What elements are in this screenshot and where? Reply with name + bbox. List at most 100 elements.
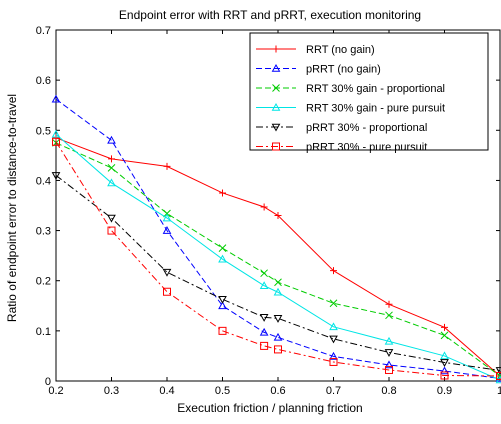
data-point <box>107 178 116 187</box>
data-point <box>273 332 283 341</box>
legend-label: RRT 30% gain - pure pursuit <box>306 103 445 115</box>
data-point <box>330 267 337 275</box>
series-4 <box>51 129 501 384</box>
data-point <box>260 269 268 278</box>
data-point <box>219 189 226 197</box>
series-5 <box>51 172 501 375</box>
data-point <box>260 341 269 350</box>
data-point <box>385 311 393 320</box>
legend-marker <box>271 102 281 111</box>
y-tick-label: 0 <box>45 376 51 388</box>
data-point <box>107 164 116 172</box>
y-axis-label: Ratio of endpoint error to distance-to-t… <box>5 94 19 322</box>
legend: RRT (no gain) pRRT (no gain) RRT 30% gain … <box>249 32 489 154</box>
legend-label: RRT 30% gain - proportional <box>306 83 445 95</box>
data-point <box>218 326 227 335</box>
legend-item: pRRT 30% - proportional <box>256 122 427 134</box>
legend-marker <box>272 142 280 151</box>
series-line <box>55 142 501 377</box>
data-point <box>440 371 449 380</box>
legend-label: pRRT (no gain) <box>306 64 381 76</box>
data-point <box>218 244 227 252</box>
legend-marker <box>272 84 280 92</box>
data-point <box>329 357 338 366</box>
data-point <box>162 213 172 222</box>
data-point <box>218 254 227 263</box>
series-line <box>55 98 501 379</box>
data-point <box>51 172 61 180</box>
data-point <box>52 137 60 146</box>
x-tick-label: 0.7 <box>326 385 341 397</box>
data-point <box>384 360 394 369</box>
series-line <box>55 175 501 371</box>
y-tick-label: 0.6 <box>36 75 51 87</box>
data-point <box>329 322 338 331</box>
data-point <box>273 315 283 323</box>
series-line <box>55 137 501 377</box>
x-tick-label: 0.2 <box>48 385 63 397</box>
data-point <box>162 268 172 277</box>
legend-label: RRT (no gain) <box>306 44 375 56</box>
data-point <box>329 351 338 360</box>
x-tick-label: 0.8 <box>381 385 396 397</box>
y-tick-label: 0.2 <box>36 276 51 288</box>
data-point <box>52 134 60 142</box>
chart-title: Endpoint error with RRT and pRRT, execut… <box>119 8 421 22</box>
data-point <box>163 287 171 296</box>
data-point <box>259 314 269 322</box>
legend-item: RRT (no gain) <box>256 44 375 56</box>
data-point <box>107 135 116 144</box>
y-tick-label: 0.4 <box>36 175 51 187</box>
series-3 <box>52 138 501 380</box>
data-point <box>51 94 61 103</box>
data-point <box>260 203 268 211</box>
x-tick-label: 0.4 <box>159 385 174 397</box>
series-line <box>55 133 501 381</box>
data-point <box>162 226 172 234</box>
y-tick-label: 0.7 <box>36 25 51 37</box>
legend-item: RRT 30% gain - pure pursuit <box>256 103 445 115</box>
data-point <box>385 300 393 308</box>
x-tick-label: 0.3 <box>104 385 119 397</box>
data-point <box>107 214 116 223</box>
data-point <box>440 359 449 367</box>
legend-item: pRRT 30% - pure pursuit <box>256 142 427 154</box>
x-tick-label: 0.5 <box>215 385 230 397</box>
data-point <box>163 162 171 170</box>
data-point <box>495 367 501 375</box>
data-point <box>274 212 282 220</box>
legend-marker <box>271 123 281 132</box>
x-tick-label: 1 <box>497 385 501 397</box>
y-tick-label: 0.1 <box>36 326 51 338</box>
data-point <box>274 278 282 287</box>
data-point <box>274 345 282 354</box>
legend-marker <box>272 45 280 53</box>
series-layer <box>51 94 501 384</box>
legend-item: pRRT (no gain) <box>256 64 381 76</box>
data-point <box>384 336 394 345</box>
legend-box <box>249 32 489 151</box>
data-point <box>273 287 283 296</box>
legend-marker <box>271 63 281 72</box>
data-point <box>441 323 448 331</box>
data-point <box>329 335 338 344</box>
data-point <box>259 281 269 290</box>
legend-item: RRT 30% gain - proportional <box>256 83 445 95</box>
series-line <box>55 141 501 377</box>
data-point <box>259 327 269 336</box>
legend-label: pRRT 30% - proportional <box>306 122 427 134</box>
data-point <box>107 226 116 235</box>
y-tick-label: 0.5 <box>36 125 51 137</box>
x-tick-label: 0.6 <box>270 385 285 397</box>
y-tick-label: 0.3 <box>36 226 51 238</box>
data-point <box>218 295 227 304</box>
x-tick-label: 0.9 <box>437 385 452 397</box>
data-point <box>384 349 394 357</box>
data-point <box>496 371 501 380</box>
data-point <box>218 301 227 310</box>
data-point <box>108 155 115 163</box>
x-axis: 0.2 0.3 0.4 0.5 0.6 0.7 0.8 0.9 1 <box>48 30 501 397</box>
y-axis: 0 0.1 0.2 0.3 0.4 0.5 0.6 0.7 <box>36 25 500 388</box>
data-point <box>385 365 393 374</box>
